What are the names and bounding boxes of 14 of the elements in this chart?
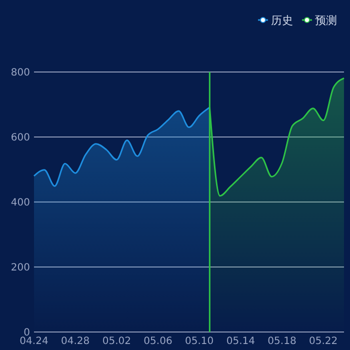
x-tick-label: 05.06 [144,336,172,347]
legend-label: 历史 [271,14,293,27]
x-tick-label: 05.02 [102,336,131,347]
x-tick-label: 05.14 [226,336,255,347]
x-tick-label: 04.24 [20,336,48,347]
x-tick-label: 05.18 [268,336,296,347]
x-tick-label: 04.28 [61,336,90,347]
y-tick-label: 400 [10,198,30,208]
x-tick-label: 05.10 [185,336,214,347]
y-tick-label: 800 [10,68,30,78]
y-tick-label: 600 [10,132,30,144]
legend-label: 预测 [315,14,337,27]
x-tick-label: 05.22 [309,336,338,347]
y-tick-label: 200 [10,262,30,274]
